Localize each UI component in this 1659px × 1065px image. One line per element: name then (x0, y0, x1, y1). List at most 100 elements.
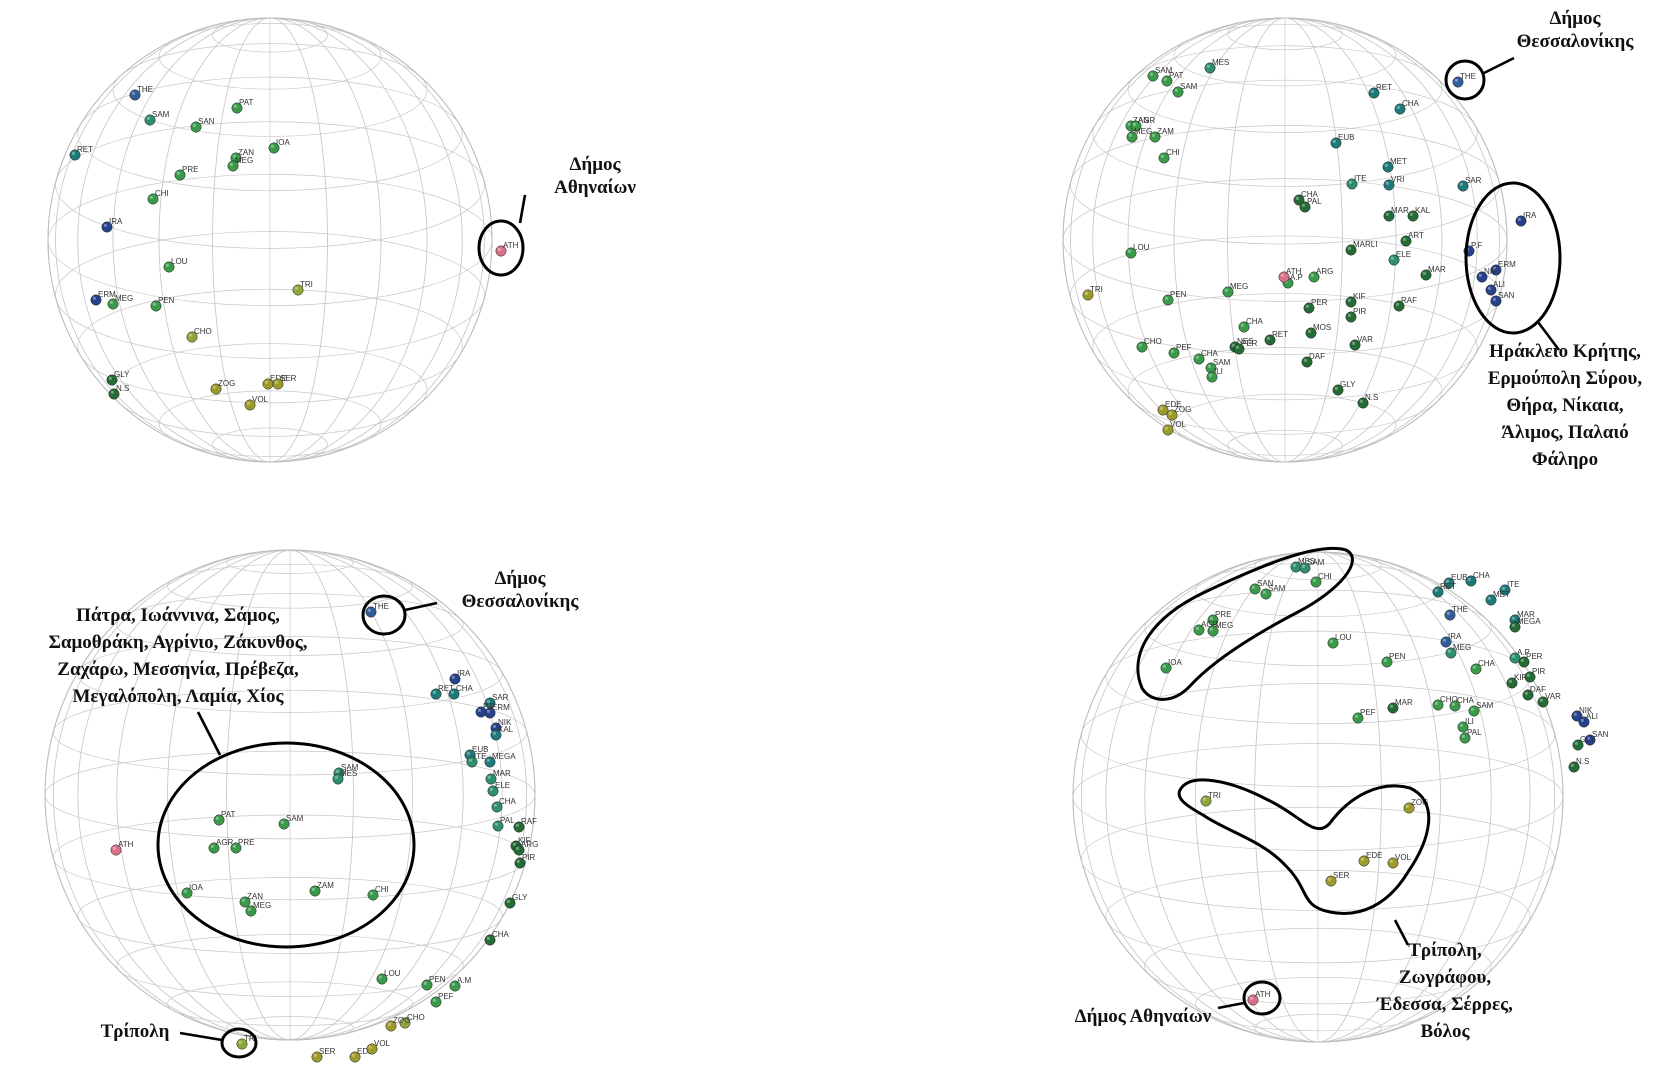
data-point: ERM (484, 703, 510, 719)
point-highlight (1574, 741, 1578, 746)
point-marker (1476, 271, 1488, 283)
point-marker (1568, 761, 1580, 773)
data-point: GLY (1572, 735, 1596, 751)
point-marker (1499, 584, 1511, 596)
point-marker (1485, 284, 1497, 296)
data-point: ZAN (239, 892, 263, 908)
point-marker (1345, 296, 1357, 308)
point-highlight (1389, 704, 1393, 709)
data-point: CHO (1136, 337, 1162, 353)
point-marker (1400, 235, 1412, 247)
leader-line (179, 1031, 223, 1042)
highlight-ring (1464, 181, 1562, 335)
data-point: KIF (1345, 292, 1366, 308)
point-marker (491, 801, 503, 813)
point-highlight (1385, 212, 1389, 216)
point-highlight (1573, 712, 1577, 717)
data-point: PER (1233, 339, 1258, 355)
latitude-line (1195, 976, 1441, 1032)
point-label: EDE (270, 374, 286, 383)
point-marker (1200, 795, 1212, 807)
data-point: ELE (1388, 250, 1411, 266)
point-label: GLY (114, 370, 130, 379)
point-label: ZOG (393, 1016, 410, 1025)
point-marker (1358, 855, 1370, 867)
point-highlight (451, 675, 455, 680)
point-marker (1345, 311, 1357, 323)
point-highlight (183, 889, 187, 894)
point-label: NIK (1579, 706, 1593, 715)
point-marker (1470, 663, 1482, 675)
data-point: PRE (174, 165, 198, 181)
point-marker (1572, 739, 1584, 751)
latitude-line (1070, 235, 1500, 355)
data-point: IOA (181, 883, 203, 899)
point-highlight (311, 887, 315, 892)
point-highlight (489, 787, 493, 792)
data-point: PER (1518, 652, 1543, 668)
data-point: CHI (1310, 572, 1332, 588)
point-highlight (516, 859, 521, 864)
data-point: IRA (449, 669, 471, 685)
point-marker (1537, 696, 1549, 708)
data-point: PAT (213, 810, 235, 826)
point-highlight (335, 769, 339, 774)
point-marker (292, 284, 304, 296)
annotation-line: Μεγαλόπολη, Λαμία, Χίος (73, 686, 285, 707)
point-marker (1168, 347, 1180, 359)
point-label: MAR (493, 769, 511, 778)
point-label: PER (1241, 339, 1258, 348)
point-label: EDE (357, 1047, 373, 1056)
point-highlight (1206, 64, 1210, 68)
point-label: GLY (512, 893, 528, 902)
point-label: CHA (1402, 99, 1420, 108)
point-highlight (334, 775, 338, 780)
point-highlight (1195, 626, 1199, 631)
point-marker (106, 374, 118, 386)
point-highlight (1434, 701, 1438, 706)
data-point: EUB (1443, 573, 1467, 589)
data-point: PER (1303, 298, 1328, 314)
point-label: LOU (1335, 633, 1352, 642)
point-label: CHA (499, 797, 517, 806)
point-marker (1522, 689, 1534, 701)
point-label: MEG (1134, 127, 1152, 136)
point-label: LOU (1133, 243, 1150, 252)
data-point: VOL (244, 395, 269, 411)
point-label: PAT (239, 98, 253, 107)
point-highlight (92, 296, 96, 300)
point-marker (1388, 254, 1400, 266)
point-marker (1445, 647, 1457, 659)
point-marker (1293, 194, 1305, 206)
data-point: SAM (1147, 66, 1173, 82)
data-point: PEN (1162, 290, 1187, 306)
point-marker (1452, 76, 1464, 88)
data-point: KAL (1407, 206, 1431, 222)
point-marker (1206, 371, 1218, 383)
data-point: CHA (448, 684, 474, 700)
point-label: ELE (495, 781, 510, 790)
point-label: THE (1460, 72, 1476, 81)
point-highlight (1370, 89, 1374, 93)
point-highlight (108, 376, 112, 380)
point-label: SAR (1465, 176, 1482, 185)
point-label: ATH (503, 241, 519, 250)
point-highlight (1445, 579, 1449, 584)
point-marker (1459, 732, 1471, 744)
point-highlight (110, 390, 114, 394)
data-point: EDE (349, 1047, 373, 1063)
point-label: P.F (1471, 241, 1483, 250)
point-highlight (1149, 72, 1153, 76)
point-highlight (232, 844, 236, 849)
point-label: MEG (1453, 643, 1471, 652)
point-highlight (1487, 596, 1491, 601)
point-highlight (188, 333, 192, 337)
point-label: IRA (1448, 632, 1462, 641)
annotation-line: Ζωγράφου, (1399, 967, 1491, 988)
point-label: KAL (498, 725, 514, 734)
point-label: MES (1298, 557, 1315, 566)
data-points: THEPATSAMSANIOAZANMEGPRECHIRETIRAERMLOUP… (69, 85, 519, 411)
data-point: MARLI (1345, 240, 1377, 256)
